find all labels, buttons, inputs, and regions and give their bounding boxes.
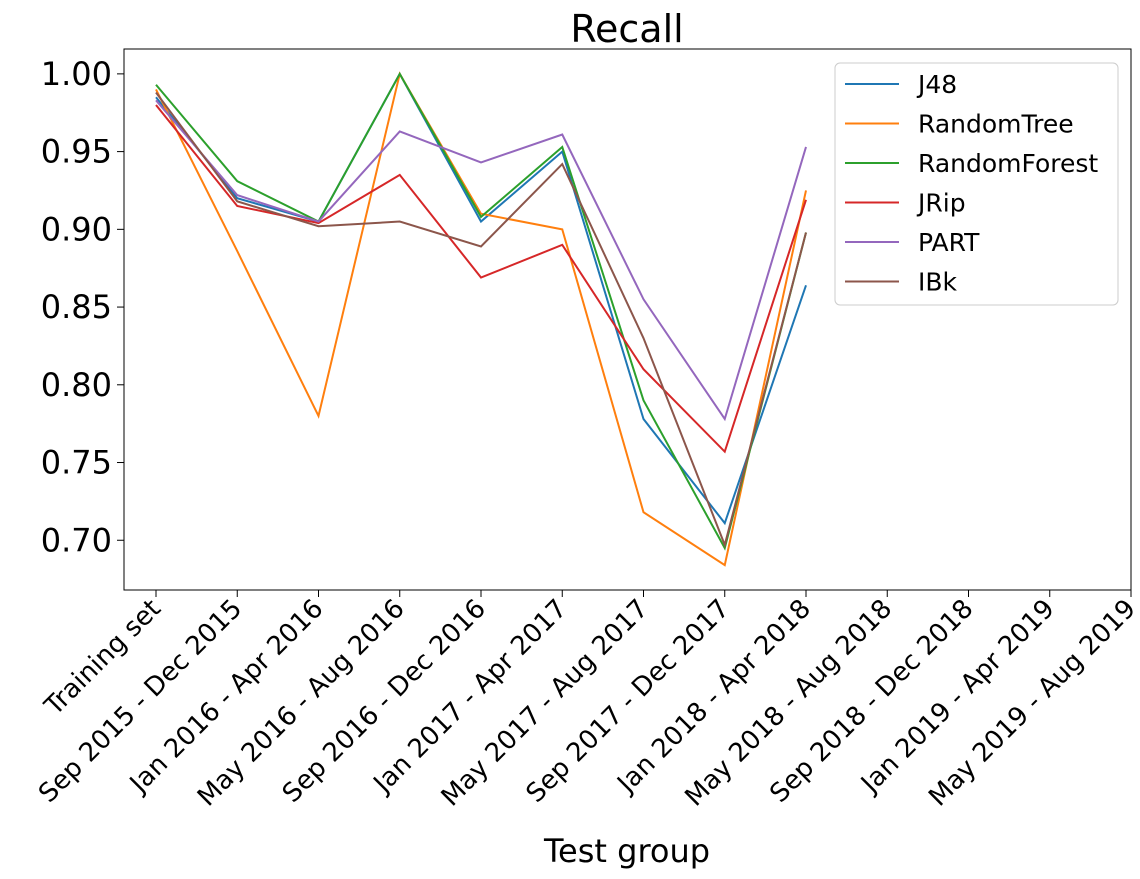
legend-label: IBk bbox=[918, 268, 958, 297]
series-line bbox=[155, 104, 807, 454]
series-line bbox=[155, 71, 807, 567]
legend-label: J48 bbox=[916, 70, 957, 99]
legend-label: PART bbox=[918, 228, 980, 257]
legend-label: RandomTree bbox=[918, 110, 1074, 139]
series-line bbox=[155, 91, 807, 549]
y-tick-label: 1.00 bbox=[41, 55, 112, 93]
series-line bbox=[155, 71, 807, 551]
legend-label: JRip bbox=[916, 189, 966, 218]
series-line bbox=[155, 99, 807, 422]
y-tick-label: 0.75 bbox=[41, 444, 112, 482]
y-tick-label: 0.70 bbox=[41, 521, 112, 559]
legend-box bbox=[834, 62, 1119, 306]
series-line bbox=[155, 71, 807, 526]
y-tick-label: 0.95 bbox=[41, 133, 112, 171]
plot-frame bbox=[123, 48, 1132, 591]
y-tick-label: 0.80 bbox=[41, 366, 112, 404]
chart-title: Recall bbox=[570, 7, 683, 51]
legend-label: RandomForest bbox=[918, 149, 1098, 178]
y-tick-label: 0.90 bbox=[41, 210, 112, 248]
x-axis-label: Test group bbox=[543, 832, 710, 870]
y-tick-label: 0.85 bbox=[41, 288, 112, 326]
